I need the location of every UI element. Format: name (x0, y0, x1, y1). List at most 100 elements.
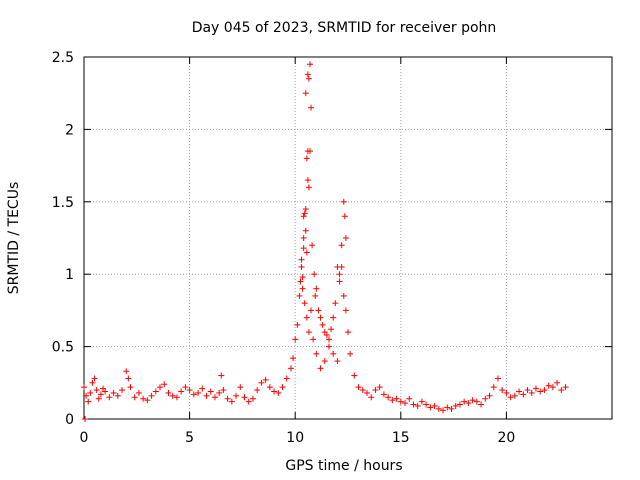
data-point (334, 358, 341, 365)
data-point (296, 292, 303, 299)
data-point (97, 391, 104, 398)
data-point (431, 402, 438, 409)
data-point (305, 75, 312, 82)
data-point (325, 343, 332, 350)
data-point (516, 388, 523, 395)
data-point (524, 387, 531, 394)
data-point (338, 263, 345, 270)
data-point (478, 401, 485, 408)
x-tick-label: 15 (392, 430, 410, 446)
data-point (319, 321, 326, 328)
data-point (452, 402, 459, 409)
data-point (114, 392, 121, 399)
data-point (303, 249, 310, 256)
y-tick-label: 1.5 (52, 195, 74, 211)
data-point (228, 398, 235, 405)
y-axis-label: SRMTID / TECUs (6, 182, 22, 295)
data-point (507, 394, 514, 401)
y-tick-label: 2 (65, 122, 74, 138)
data-point (165, 389, 172, 396)
data-point (435, 405, 442, 412)
data-point (499, 387, 506, 394)
data-point (301, 210, 308, 217)
data-points (81, 61, 569, 422)
data-point (338, 242, 345, 249)
data-point (110, 389, 117, 396)
data-point (220, 387, 227, 394)
data-point (456, 401, 463, 408)
axis-tick-labels: 0 5 10 15 20 0 0.5 1 1.5 2 2.5 (52, 50, 516, 446)
data-point (397, 398, 404, 405)
data-point (418, 398, 425, 405)
data-point (304, 71, 311, 78)
data-point (106, 394, 113, 401)
data-point (336, 278, 343, 285)
data-point (562, 384, 569, 391)
data-point (292, 336, 299, 343)
data-point (224, 395, 231, 402)
data-point (554, 379, 561, 386)
data-point (254, 387, 261, 394)
data-point (302, 227, 309, 234)
data-point (303, 314, 310, 321)
data-point (549, 384, 556, 391)
data-point (300, 235, 307, 241)
data-point (340, 292, 347, 299)
data-point (298, 256, 305, 263)
data-point (461, 398, 468, 405)
data-point (161, 381, 168, 388)
data-point (102, 388, 109, 395)
data-point (308, 104, 315, 111)
data-point (469, 397, 476, 404)
data-point (347, 350, 354, 357)
data-point (345, 329, 351, 336)
data-point (330, 350, 337, 357)
data-point (266, 384, 273, 391)
data-point (308, 307, 315, 314)
data-point (465, 400, 472, 407)
data-point (545, 382, 552, 389)
data-point (511, 392, 518, 399)
data-point (423, 401, 430, 408)
data-point (385, 394, 392, 401)
data-point (123, 368, 130, 375)
x-axis-label: GPS time / hours (285, 458, 402, 474)
data-point (298, 263, 305, 270)
data-point (203, 392, 210, 399)
data-point (332, 300, 339, 307)
data-point (364, 389, 371, 396)
data-point (279, 384, 286, 391)
data-point (376, 384, 383, 391)
data-point (119, 387, 126, 394)
axis-ticks (83, 56, 612, 420)
data-point (302, 90, 309, 97)
data-point (473, 398, 480, 405)
data-point (448, 405, 455, 412)
data-point (82, 416, 89, 422)
data-point (300, 213, 307, 220)
data-point (125, 375, 132, 382)
chart-title: Day 045 of 2023, SRMTID for receiver poh… (192, 20, 497, 36)
data-point (131, 394, 138, 401)
y-tick-label: 0 (65, 412, 74, 428)
data-point (368, 394, 375, 401)
data-point (283, 375, 290, 382)
data-point (140, 395, 147, 402)
data-point (91, 375, 98, 382)
data-point (152, 388, 159, 395)
data-point (340, 198, 347, 205)
data-point (315, 307, 322, 314)
data-point (157, 384, 164, 391)
data-point (313, 350, 320, 357)
data-point (490, 384, 497, 391)
data-point (528, 389, 535, 396)
data-point (520, 391, 527, 398)
data-point (309, 242, 316, 249)
data-point (355, 384, 362, 391)
data-point (300, 245, 307, 252)
data-point (190, 391, 197, 398)
data-point (290, 355, 297, 362)
y-tick-label: 1 (65, 267, 74, 283)
data-point (299, 285, 306, 292)
data-point (85, 398, 92, 405)
